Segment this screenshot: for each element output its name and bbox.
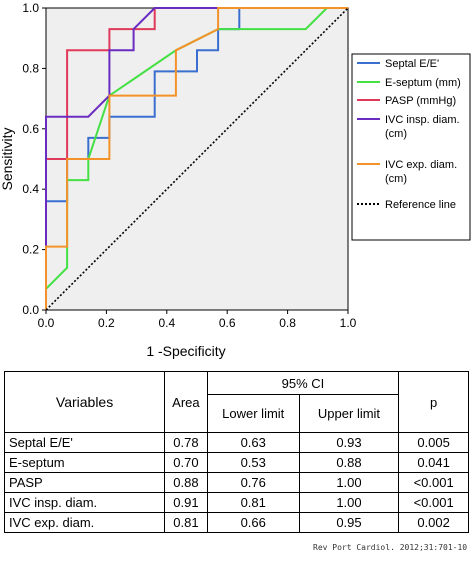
y-tick-label: 1.0	[22, 1, 39, 15]
cell-upper: 1.00	[298, 472, 400, 493]
cell-variable: E-septum	[3, 452, 166, 473]
cell-area: 0.70	[164, 452, 208, 473]
x-tick-label: 0.2	[98, 316, 115, 330]
cell-area: 0.78	[164, 432, 208, 453]
y-axis-label: Sensitivity	[0, 127, 15, 190]
cell-p: <0.001	[398, 472, 469, 493]
x-axis-label: 1 -Specificity	[146, 343, 225, 359]
series-line-1	[45, 7, 348, 310]
cell-lower: 0.76	[206, 472, 300, 493]
cell-p: 0.005	[398, 432, 469, 453]
y-tick-label: 0.4	[22, 182, 39, 196]
legend-label: PASP (mmHg)	[385, 95, 456, 107]
table-row: PASP 0.88 0.76 1.00 <0.001	[3, 472, 469, 493]
series-line-3	[45, 7, 348, 310]
legend-label: IVC exp. diam. (cm)	[385, 159, 457, 185]
x-tick-label: 1.0	[340, 316, 357, 330]
statistics-table-container: Variables Area 95% CI p Lower limit Uppe…	[3, 371, 469, 533]
cell-lower: 0.66	[206, 512, 300, 533]
y-tick-label: 0.8	[22, 61, 39, 75]
header-area: Area	[164, 371, 208, 433]
statistics-table: Variables Area 95% CI p Lower limit Uppe…	[3, 371, 469, 533]
header-p: p	[398, 371, 469, 433]
cell-area: 0.81	[164, 512, 208, 533]
roc-chart: 0.0 0.2 0.4 0.6 0.8 1.0 0.0 0.2 0.4 0.6 0.8 1.0 Sen…	[0, 1, 471, 359]
y-tick-label: 0.2	[22, 243, 39, 257]
x-tick-label: 0.8	[279, 316, 296, 330]
cell-upper: 0.93	[298, 432, 400, 453]
cell-p: <0.001	[398, 492, 469, 513]
series-layer	[45, 7, 349, 311]
cell-upper: 0.88	[298, 452, 400, 473]
cell-lower: 0.81	[206, 492, 300, 513]
legend-label: E-septum (mm)	[385, 77, 461, 89]
table-row: E-septum 0.70 0.53 0.88 0.041	[3, 452, 469, 473]
axis-ticks: 0.0 0.2 0.4 0.6 0.8 1.0 0.0 0.2 0.4 0.6 0.8 1.0	[22, 1, 356, 330]
citation-footer: Rev Port Cardiol. 2012;31:701-10	[313, 543, 468, 552]
legend-label: IVC insp. diam. (cm)	[385, 114, 460, 140]
legend-label: Reference line	[385, 199, 456, 211]
cell-upper: 0.95	[298, 512, 400, 533]
cell-upper: 1.00	[298, 492, 400, 513]
header-upper-limit: Upper limit	[298, 394, 400, 433]
cell-variable: PASP	[3, 472, 166, 493]
x-tick-label: 0.4	[158, 316, 175, 330]
series-line-5	[45, 7, 349, 311]
legend: Septal E/E' E-septum (mm) PASP (mmHg) IVC i…	[357, 58, 461, 211]
series-line-4	[45, 7, 348, 310]
header-ci: 95% CI	[206, 371, 400, 395]
y-tick-label: 0.0	[22, 303, 39, 317]
y-tick-label: 0.6	[22, 122, 39, 136]
cell-lower: 0.53	[206, 452, 300, 473]
header-variables: Variables	[3, 371, 166, 433]
table-row: IVC insp. diam. 0.91 0.81 1.00 <0.001	[3, 492, 469, 513]
legend-box	[351, 53, 471, 241]
x-tick-label: 0.0	[38, 316, 55, 330]
cell-variable: IVC exp. diam.	[3, 512, 166, 533]
header-lower-limit: Lower limit	[206, 394, 300, 433]
cell-p: 0.041	[398, 452, 469, 473]
table-row: Septal E/E' 0.78 0.63 0.93 0.005	[3, 432, 469, 453]
table-row: IVC exp. diam. 0.81 0.66 0.95 0.002	[3, 512, 469, 533]
legend-label: Septal E/E'	[385, 58, 439, 70]
x-tick-label: 0.6	[219, 316, 236, 330]
cell-variable: IVC insp. diam.	[3, 492, 166, 513]
cell-lower: 0.63	[206, 432, 300, 453]
cell-p: 0.002	[398, 512, 469, 533]
cell-area: 0.91	[164, 492, 208, 513]
cell-variable: Septal E/E'	[3, 432, 166, 453]
cell-area: 0.88	[164, 472, 208, 493]
